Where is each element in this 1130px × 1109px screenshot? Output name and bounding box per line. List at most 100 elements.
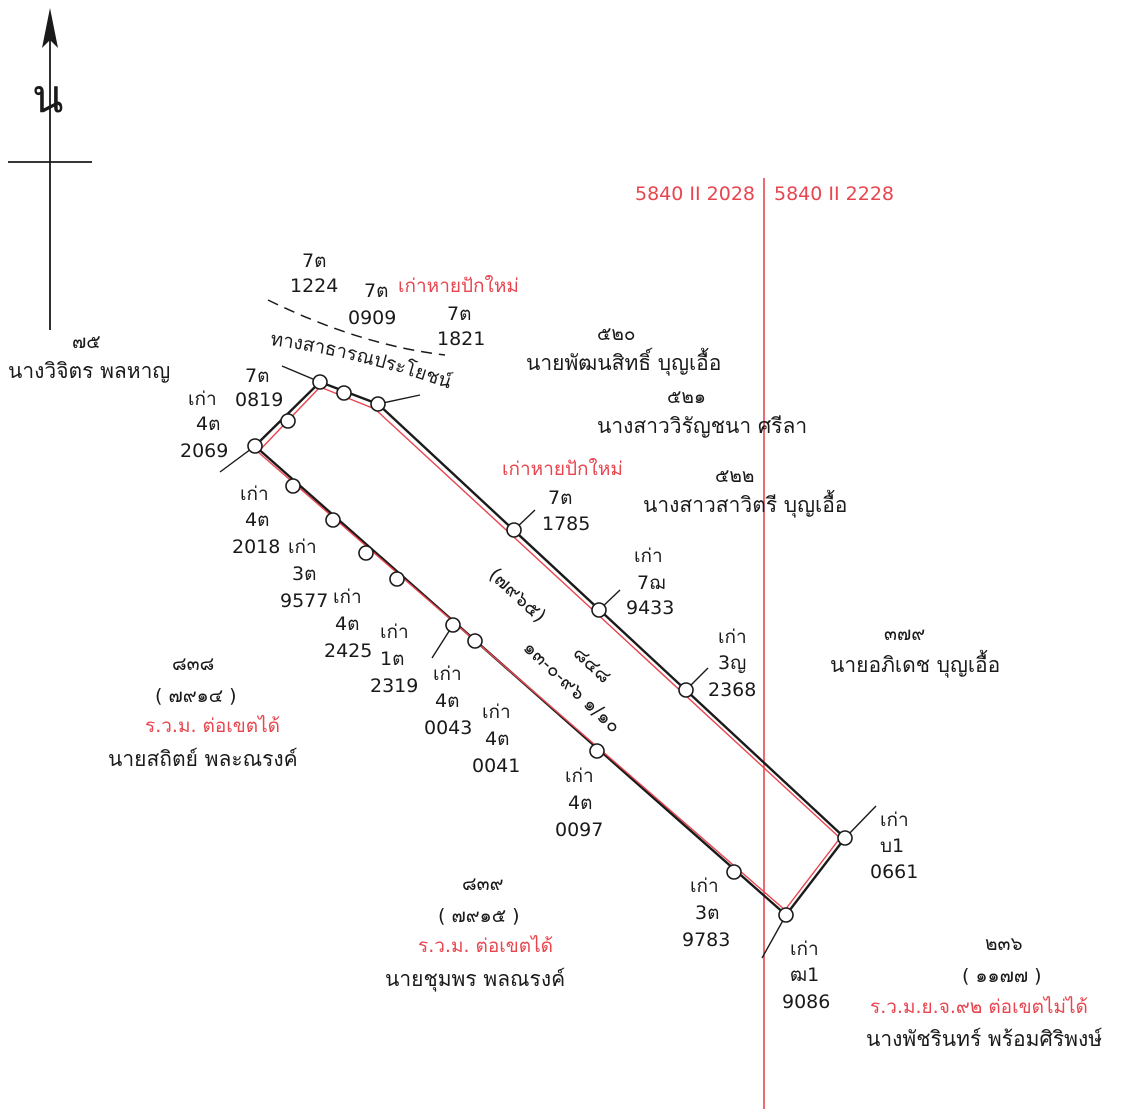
marker-point-2069 [247,438,263,454]
marker-point-2368 [678,682,694,698]
marker-7t0819-a: 7ต [245,365,269,387]
marker-4t0097-c: 0097 [555,819,603,841]
owner-379-number: ๓๗๙ [884,623,925,645]
owner-838-status: ร.ว.ม. ต่อเขตได้ [145,715,280,737]
marker-b0661-a: เก่า [880,809,909,831]
marker-3t9783-b: 3ต [695,902,719,924]
marker-point-0661 [837,830,853,846]
marker-point-left-1 [280,413,296,429]
lost-marker-note-right: เก่าหายปักใหม่ [502,458,623,480]
north-arrow: น [8,8,92,330]
north-label: น [32,69,63,123]
marker-7n9433-b: 7ฌ [637,572,665,594]
parcel-boundary [253,380,847,917]
owner-521-name: นางสาววิรัญชนา ศรีลา [597,414,807,438]
owner-520-name: นายพัฒนสิทธิ์ บุญเอื้อ [526,347,721,376]
marker-4t0097-b: 4ต [568,792,592,814]
marker-point-9783 [726,864,742,880]
marker-7t1821-b: 1821 [437,328,485,350]
marker-point-2018 [285,478,301,494]
parcel-area: ๑๓-๐-๙๖ ๑/๑๐ [519,637,625,738]
owner-522-number: ๕๒๒ [715,465,754,487]
marker-3y2368-a: เก่า [718,626,747,648]
marker-3y2368-c: 2368 [708,679,756,701]
marker-4t2425-b: 4ต [335,613,359,635]
marker-7t1785-b: 1785 [542,513,590,535]
marker-3t9577-a: เก่า [288,536,317,558]
marker-4t2069-a: เก่า [188,388,217,410]
marker-7n9433-a: เก่า [634,545,663,567]
owner-236-name: นางพัชรินทร์ พร้อมศิริพงษ์ [866,1027,1103,1051]
marker-4t2018-c: 2018 [232,536,280,558]
marker-7t1785-a: 7ต [548,487,572,509]
marker-point-2319 [389,571,405,587]
marker-4t2425-c: 2425 [324,640,372,662]
owner-520-number: ๕๒๐ [597,323,636,345]
marker-4t0043-c: 0043 [424,717,472,739]
marker-1t2319-b: 1ต [380,648,404,670]
owner-522-name: นางสาวสาวิตรี บุญเอื้อ [643,490,847,518]
grid-left-label: 5840 II 2028 [635,183,755,205]
marker-1t2319-c: 2319 [370,675,418,697]
marker-4t2018-b: 4ต [245,509,269,531]
owner-236-code: ( ๑๑๗๗ ) [962,965,1042,987]
marker-point-9577 [325,512,341,528]
marker-7t0909-b: 0909 [348,307,396,329]
owner-839-number: ๘๓๙ [462,873,504,895]
marker-4t0097-a: เก่า [565,765,594,787]
marker-3y2368-b: 3ญ [718,652,746,674]
marker-point-0819 [312,374,328,390]
marker-4t2425-a: เก่า [333,586,362,608]
marker-4t0041-a: เก่า [482,701,511,723]
marker-7t1224-b: 1224 [290,275,338,297]
marker-4t2069-c: 2069 [180,440,228,462]
marker-point-road-2 [370,396,386,412]
owner-379-name: นายอภิเดช บุญเอื้อ [830,650,1000,678]
marker-3t9783-c: 9783 [682,929,730,951]
marker-4t0041-b: 4ต [485,728,509,750]
marker-point-road-1 [336,385,352,401]
owner-236-number: ๒๓๖ [985,933,1023,955]
grid-line: 5840 II 2028 5840 II 2228 [635,178,894,1109]
owner-236-status: ร.ว.ม.ย.จ.๙๒ ต่อเขตไม่ได้ [870,996,1088,1018]
marker-3t9783-a: เก่า [690,875,719,897]
marker-point-2425 [358,545,374,561]
owner-839-name: นายชุมพร พลณรงค์ [385,967,565,992]
marker-7t0909-a: 7ต [364,280,388,302]
marker-point-1785 [506,522,522,538]
owner-75-number: ๗๕ [72,331,101,353]
marker-7t1224-a: 7ต [302,250,326,272]
marker-7t0819-b: 0819 [235,389,283,411]
marker-f9086-c: 9086 [782,991,830,1013]
marker-4t0043-b: 4ต [435,690,459,712]
grid-right-label: 5840 II 2228 [774,183,894,205]
road-label: ทางสาธารณประโยชน์ [269,328,454,393]
marker-4t2018-a: เก่า [240,483,269,505]
marker-7n9433-c: 9433 [626,597,674,619]
road-label-path: ทางสาธารณประโยชน์ [269,328,454,393]
marker-4t0041-c: 0041 [472,755,520,777]
owner-838-code: ( ๗๙๑๔ ) [155,685,237,707]
marker-1t2319-a: เก่า [380,621,409,643]
boundary-markers [247,374,853,923]
marker-point-0041 [467,633,483,649]
marker-4t2069-b: 4ต [196,413,220,435]
marker-point-9433 [591,602,607,618]
marker-3t9577-b: 3ต [292,563,316,585]
lost-marker-note-top: เก่าหายปักใหม่ [398,275,519,297]
marker-f9086-a: เก่า [790,938,819,960]
marker-point-0097 [589,743,605,759]
owner-521-number: ๕๒๑ [667,386,706,408]
marker-f9086-b: ฒ1 [790,964,819,986]
marker-point-9086 [778,907,794,923]
parcel-code: (๗๙๖๕) [484,564,550,627]
owner-839-status: ร.ว.ม. ต่อเขตได้ [418,935,553,957]
marker-b0661-b: บ1 [880,835,904,857]
marker-4t0043-a: เก่า [433,663,462,685]
owner-75-name: นางวิจิตร พลหาญ [8,359,170,383]
marker-b0661-c: 0661 [870,861,918,883]
owner-838-name: นายสถิตย์ พละณรงค์ [108,747,298,771]
marker-3t9577-c: 9577 [280,590,328,612]
owner-839-code: ( ๗๙๑๕ ) [438,905,520,927]
